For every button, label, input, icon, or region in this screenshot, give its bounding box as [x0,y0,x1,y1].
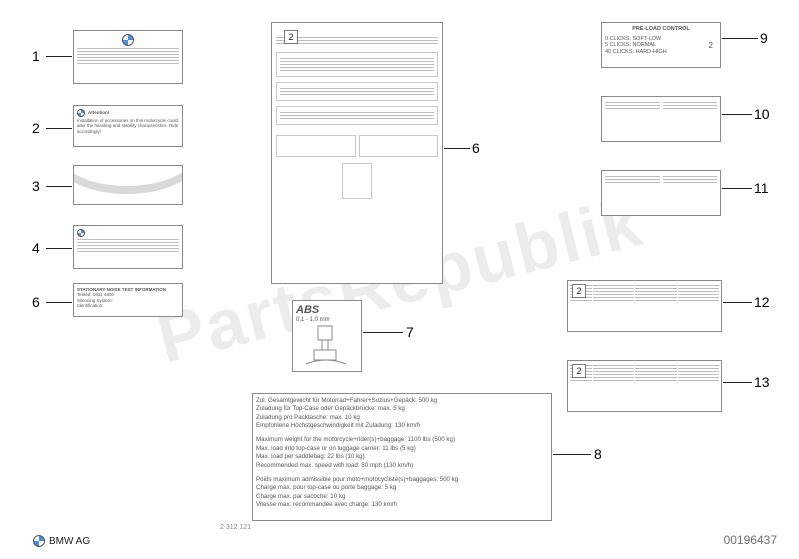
abs-sensor-icon [296,324,356,368]
label-13-badge: 2 [572,364,586,378]
label-12-badge: 2 [572,284,586,298]
leader-6a [46,302,72,303]
callout-8: 8 [594,446,602,462]
sheet-corner-badge: 2 [284,30,298,44]
l8-fr3: Charge max. par sacoche: 10 kg [256,493,548,501]
label-13 [567,360,722,412]
bmw-roundel-icon [33,535,45,547]
callout-13: 13 [754,374,770,390]
l8-fr4: Vitesse max. recommandée avec charge: 13… [256,501,548,509]
label-1 [73,30,183,84]
l9-l2: 5 CLICKS: NORMAL [605,42,705,49]
callout-2a: 2 [32,120,40,136]
label-2-attention: Attention! Installation of accessories o… [73,105,183,147]
l8-de1: Zul. Gesamtgewicht für Motorrad+Fahrer+S… [256,397,548,405]
abs-sub: 0,1 - 1,0 mm [296,317,358,324]
leader-8 [553,454,591,455]
l9-badge: 2 [705,41,717,51]
l8-de2: Zuladung für Top-Case oder Gepäckbrücke:… [256,405,548,413]
abs-title: ABS [296,304,358,317]
l9-l1: 0 CLICKS: SOFT-LOW [605,36,705,43]
drawing-number: 2 312 121 [220,524,251,531]
leader-13 [723,382,752,383]
label-4 [73,225,183,269]
callout-6b: 6 [472,140,480,156]
callout-3: 3 [32,178,40,194]
diagram-canvas: PartsRepublik Attention! Installation of… [0,0,799,559]
footer-brand-text: BMW AG [49,536,90,547]
leader-2a [46,128,72,129]
l8-de3: Zuladung pro Packtasche: max. 10 kg [256,414,548,422]
label-8-weights: Zul. Gesamtgewicht für Motorrad+Fahrer+S… [252,393,552,521]
label-2-body: Installation of accessories on this moto… [77,118,179,134]
callout-7: 7 [406,324,414,340]
l8-en2: Max. load into top-case or on luggage ca… [256,445,548,453]
bmw-roundel-icon [77,109,85,117]
label-11 [601,170,721,216]
bmw-roundel-icon [122,34,134,46]
label-12 [567,280,722,332]
label-6-noise: STATIONARY NOISE TEST INFORMATION Tested… [73,283,183,317]
callout-10: 10 [754,106,770,122]
leader-11 [722,188,752,189]
l8-fr1: Poids maximum admissible pour moto+motoc… [256,476,548,484]
callout-6a: 6 [32,294,40,310]
callout-11: 11 [754,180,769,196]
label-7-abs: ABS 0,1 - 1,0 mm [292,300,362,372]
information-sheet [271,22,443,284]
l8-en1: Maximum weight for the motorcycle+rider(… [256,436,548,444]
leader-12 [723,302,752,303]
label-10 [601,96,721,142]
callout-9: 9 [760,30,768,46]
leader-4 [46,248,72,249]
label-3 [73,165,183,205]
l8-de4: Empfohlene Höchstgeschwindigkeit mit Zul… [256,422,548,430]
l8-fr2: Charge max. pour top-case ou porte bagga… [256,484,548,492]
l9-l3: 40 CLICKS: HARD-HIGH [605,49,705,56]
arc-sticker-icon [73,165,183,194]
leader-3 [46,186,72,187]
callout-12: 12 [754,294,770,310]
bmw-roundel-icon [77,229,85,237]
footer-brand: BMW AG [33,535,90,547]
callout-4: 4 [32,240,40,256]
leader-9 [722,38,758,39]
part-number: 00196437 [724,533,777,547]
l9-title: PRE-LOAD CONTROL [605,26,717,33]
leader-10 [722,114,752,115]
l8-en4: Recommended max. speed with load: 80 mph… [256,462,548,470]
leader-6b [444,148,470,149]
label-6-line3: Identification: [77,303,179,308]
callout-1: 1 [32,48,40,64]
label-2-title: Attention! [88,110,109,115]
leader-1 [46,56,72,57]
leader-7 [363,332,403,333]
label-9-preload: PRE-LOAD CONTROL 0 CLICKS: SOFT-LOW 5 CL… [601,22,721,68]
l8-en3: Max. load per saddlebag: 22 lbs (10 kg) [256,453,548,461]
